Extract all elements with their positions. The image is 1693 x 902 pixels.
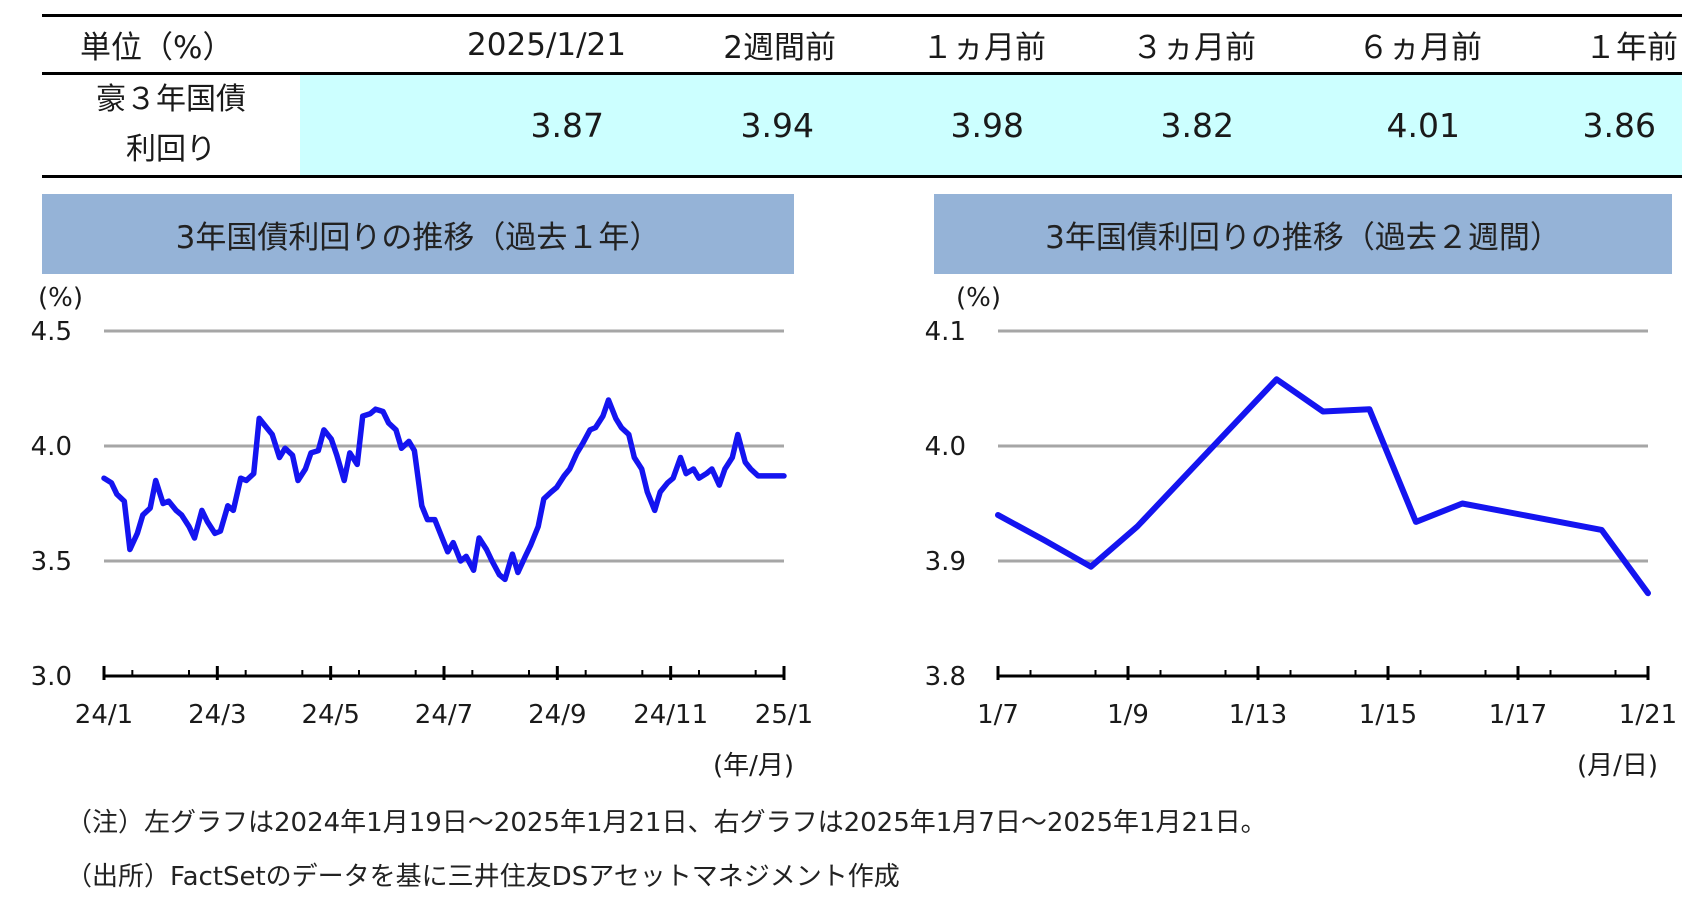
y-tick-label: 3.8 <box>925 662 966 692</box>
x-tick-label: 1/13 <box>1229 700 1287 730</box>
header-date: 2025/1/21 <box>467 26 626 63</box>
table-mid-rule <box>42 72 1682 75</box>
footnote-source: （出所）FactSetのデータを基に三井住友DSアセットマネジメント作成 <box>66 862 900 892</box>
value-1m: 3.98 <box>950 105 1024 145</box>
value-current: 3.87 <box>530 105 604 145</box>
summary-table: 単位（%） 2025/1/21 2週間前 １ヵ月前 ３ヵ月前 ６ヵ月前 １年前 … <box>42 14 1682 178</box>
x-tick-label: 1/15 <box>1359 700 1417 730</box>
y-tick-label: 3.5 <box>31 547 72 577</box>
value-1y: 3.86 <box>1582 105 1656 145</box>
x-tick-label: 25/1 <box>755 700 813 730</box>
x-tick-label: 24/3 <box>188 700 246 730</box>
right-chart-title: 3年国債利回りの推移（過去２週間） <box>934 194 1672 274</box>
header-2w: 2週間前 <box>723 30 836 66</box>
table-bottom-rule <box>42 175 1682 178</box>
x-tick-label: 24/9 <box>528 700 586 730</box>
table-data-row: 豪３年国債 利回り 3.87 3.94 3.98 3.82 4.01 3.86 <box>42 75 1682 175</box>
right-line-chart: 4.1 4.0 3.9 3.8 1/7 1/9 1/13 1/15 1/17 1/21 (%) (月/… <box>925 283 1678 781</box>
x-tick-label: 1/17 <box>1489 700 1547 730</box>
header-unit: 単位（%） <box>80 30 234 66</box>
row-label-line2: 利回り <box>126 132 216 167</box>
y-tick-label: 4.0 <box>925 432 966 462</box>
footnote-period: （注）左グラフは2024年1月19日～2025年1月21日、右グラフは2025年… <box>66 808 1267 838</box>
left-chart-title: 3年国債利回りの推移（過去１年） <box>42 194 794 274</box>
value-2w: 3.94 <box>740 105 814 145</box>
y-tick-label: 3.0 <box>31 662 72 692</box>
x-tick-label: 24/5 <box>301 700 359 730</box>
header-6m: ６ヵ月前 <box>1358 30 1482 66</box>
x-tick-label: 1/21 <box>1619 700 1677 730</box>
x-tick-label: 24/11 <box>633 700 708 730</box>
yield-series-line <box>101 397 787 583</box>
y-tick-label: 4.5 <box>31 317 72 347</box>
y-tick-label: 3.9 <box>925 547 966 577</box>
x-axis-unit: (月/日) <box>1577 751 1658 781</box>
x-axis-unit: (年/月) <box>713 751 794 781</box>
value-6m: 4.01 <box>1386 105 1460 145</box>
yield-series-line <box>995 376 1651 597</box>
x-tick-label: 24/1 <box>75 700 133 730</box>
y-tick-label: 4.1 <box>925 317 966 347</box>
left-line-chart: 4.5 4.0 3.5 3.024/1 24/3 24/5 24/7 24/9 24/11 25/… <box>31 283 814 781</box>
value-3m: 3.82 <box>1160 105 1234 145</box>
y-tick-label: 4.0 <box>31 432 72 462</box>
row-label-line1: 豪３年国債 <box>96 82 246 117</box>
header-1m: １ヵ月前 <box>922 30 1046 66</box>
row-label: 豪３年国債 利回り <box>42 75 300 175</box>
row-values: 3.87 3.94 3.98 3.82 4.01 3.86 <box>300 75 1682 175</box>
x-tick-label: 1/9 <box>1107 700 1149 730</box>
y-axis-unit: (%) <box>38 283 83 313</box>
table-header-row: 単位（%） 2025/1/21 2週間前 １ヵ月前 ３ヵ月前 ６ヵ月前 １年前 <box>42 17 1682 72</box>
x-tick-label: 24/7 <box>415 700 473 730</box>
y-axis-unit: (%) <box>956 283 1001 313</box>
header-1y: １年前 <box>1585 30 1678 66</box>
table-top-rule <box>42 14 1682 17</box>
x-tick-label: 1/7 <box>977 700 1019 730</box>
header-3m: ３ヵ月前 <box>1132 30 1256 66</box>
